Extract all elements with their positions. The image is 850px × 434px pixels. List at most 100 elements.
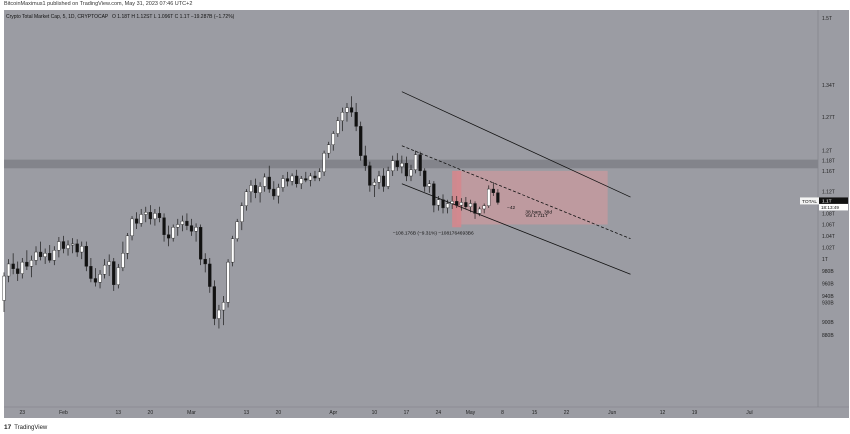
candle-down[interactable] — [295, 175, 299, 185]
candle-up[interactable] — [235, 221, 239, 239]
candle-up[interactable] — [6, 263, 11, 277]
candle-down[interactable] — [208, 263, 212, 287]
candle-down[interactable] — [48, 253, 52, 261]
candle-up[interactable] — [144, 212, 148, 215]
candle-down[interactable] — [11, 263, 15, 269]
candle-up[interactable] — [459, 202, 463, 206]
footer-brand[interactable]: TradingView — [14, 425, 48, 431]
candle-up[interactable] — [116, 267, 120, 285]
candle-down[interactable] — [84, 246, 88, 267]
candle-down[interactable] — [212, 286, 216, 319]
candle-up[interactable] — [331, 133, 335, 145]
channel-lower-line[interactable] — [401, 183, 631, 275]
candle-down[interactable] — [16, 268, 20, 274]
candle-up[interactable] — [20, 261, 24, 274]
candle-down[interactable] — [491, 188, 495, 193]
candle-up[interactable] — [153, 213, 157, 220]
candle-up[interactable] — [221, 302, 226, 311]
candle-down[interactable] — [464, 202, 468, 207]
candle-up[interactable] — [231, 238, 235, 263]
candle-up[interactable] — [372, 182, 377, 186]
candle-up[interactable] — [386, 170, 390, 187]
candle-up[interactable] — [340, 112, 345, 121]
candle-down[interactable] — [112, 261, 116, 285]
candle-up[interactable] — [308, 175, 313, 181]
candle-up[interactable] — [194, 227, 198, 232]
candle-down[interactable] — [359, 126, 363, 156]
candle-up[interactable] — [436, 199, 441, 206]
candle-down[interactable] — [441, 199, 445, 209]
candle-up[interactable] — [477, 208, 482, 214]
candle-up[interactable] — [400, 162, 404, 167]
candle-up[interactable] — [121, 253, 125, 268]
candle-down[interactable] — [304, 178, 308, 181]
candle-down[interactable] — [432, 183, 436, 206]
candle-down[interactable] — [354, 112, 358, 127]
candle-up[interactable] — [427, 183, 431, 187]
candle-down[interactable] — [189, 225, 194, 232]
candle-down[interactable] — [185, 220, 189, 226]
candle-up[interactable] — [107, 261, 111, 266]
plot-area[interactable] — [4, 10, 818, 407]
candle-down[interactable] — [423, 170, 427, 187]
candle-up[interactable] — [240, 205, 244, 222]
candle-up[interactable] — [258, 186, 262, 193]
candle-down[interactable] — [418, 154, 422, 172]
candle-up[interactable] — [322, 152, 326, 173]
channel-upper-line[interactable] — [401, 91, 631, 198]
time-axis[interactable] — [4, 407, 849, 418]
candle-down[interactable] — [267, 176, 271, 190]
candle-down[interactable] — [89, 266, 93, 279]
candle-down[interactable] — [135, 218, 139, 224]
candle-up[interactable] — [139, 214, 143, 224]
candle-up[interactable] — [336, 120, 340, 134]
candle-down[interactable] — [496, 192, 500, 203]
candle-up[interactable] — [180, 220, 184, 225]
candle-up[interactable] — [217, 309, 221, 319]
candle-up[interactable] — [29, 260, 34, 267]
candle-up[interactable] — [125, 235, 130, 254]
candle-up[interactable] — [482, 205, 486, 210]
candle-down[interactable] — [162, 217, 166, 235]
candle-down[interactable] — [285, 178, 290, 182]
candle-up[interactable] — [377, 175, 381, 183]
candle-up[interactable] — [290, 175, 294, 182]
candle-down[interactable] — [368, 165, 372, 186]
candle-down[interactable] — [363, 155, 367, 166]
candle-up[interactable] — [445, 203, 450, 209]
candle-down[interactable] — [473, 203, 477, 214]
candle-up[interactable] — [468, 203, 473, 207]
candle-up[interactable] — [413, 154, 418, 171]
candle-up[interactable] — [249, 185, 253, 192]
candle-down[interactable] — [349, 107, 354, 113]
candle-up[interactable] — [70, 243, 75, 246]
candle-down[interactable] — [167, 234, 171, 239]
candle-down[interactable] — [455, 201, 459, 206]
candle-up[interactable] — [327, 144, 331, 154]
candle-up[interactable] — [57, 241, 61, 251]
candle-up[interactable] — [2, 275, 6, 301]
candle-down[interactable] — [38, 251, 43, 257]
candle-up[interactable] — [276, 187, 280, 197]
candle-down[interactable] — [199, 227, 203, 260]
candle-down[interactable] — [253, 185, 258, 193]
candle-down[interactable] — [203, 258, 207, 265]
candle-down[interactable] — [404, 162, 409, 177]
candle-up[interactable] — [281, 178, 285, 188]
candle-down[interactable] — [395, 160, 399, 167]
candle-up[interactable] — [52, 250, 56, 261]
candle-up[interactable] — [43, 253, 47, 257]
candle-up[interactable] — [176, 224, 180, 228]
candle-down[interactable] — [157, 213, 162, 218]
candle-up[interactable] — [171, 227, 175, 239]
candle-up[interactable] — [263, 176, 267, 187]
candle-up[interactable] — [345, 107, 349, 113]
candle-down[interactable] — [313, 175, 317, 179]
candle-up[interactable] — [226, 261, 230, 303]
candle-up[interactable] — [80, 246, 84, 253]
candle-down[interactable] — [381, 175, 386, 187]
candle-up[interactable] — [299, 178, 303, 185]
candle-down[interactable] — [272, 188, 276, 197]
candle-up[interactable] — [391, 160, 395, 172]
